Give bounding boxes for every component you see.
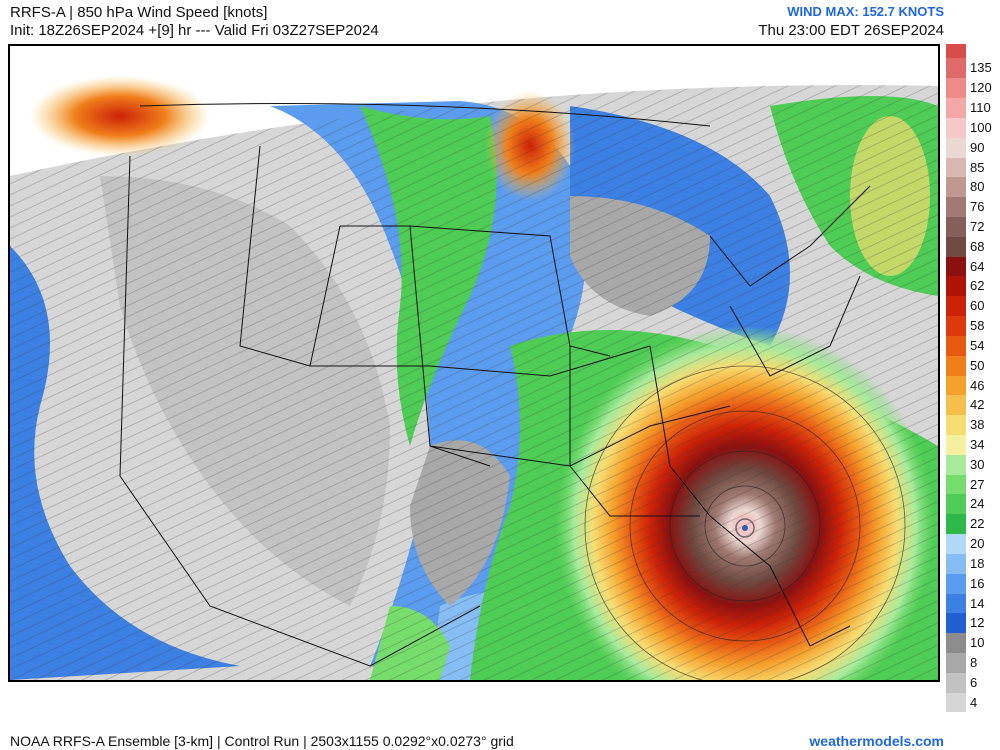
map-title: RRFS-A | 850 hPa Wind Speed [knots]: [10, 4, 268, 21]
jet-max-pacific-northwest: [30, 76, 210, 156]
colorbar-swatch: [946, 295, 966, 317]
colorbar-label: 64: [970, 258, 985, 274]
colorbar-swatch: [946, 494, 966, 515]
colorbar-swatch: [946, 216, 966, 237]
colorbar-top-cap: [946, 44, 966, 58]
colorbar-swatch: [946, 513, 966, 535]
colorbar-swatch: [946, 236, 966, 257]
colorbar-swatch: [946, 474, 966, 495]
colorbar-label: 110: [970, 100, 991, 116]
colorbar-swatch: [946, 454, 966, 475]
colorbar-swatch: [946, 533, 966, 554]
colorbar-swatch: [946, 355, 966, 376]
wind-map-graphic: [10, 76, 938, 680]
colorbar-label: 30: [970, 456, 985, 472]
colorbar-label: 72: [970, 218, 985, 234]
colorbar-label: 8: [970, 654, 978, 670]
colorbar-swatch: [946, 137, 966, 158]
colorbar-swatch: [946, 58, 966, 79]
colorbar-label: 12: [970, 615, 985, 631]
colorbar-swatch: [946, 117, 966, 138]
colorbar-label: 14: [970, 595, 985, 611]
colorbar-label: 100: [970, 119, 992, 135]
colorbar-label: 34: [970, 436, 985, 452]
site-credit: weathermodels.com: [809, 733, 944, 749]
colorbar-swatch: [946, 335, 966, 356]
model-info-footer: NOAA RRFS-A Ensemble [3-km] | Control Ru…: [10, 733, 514, 749]
colorbar-label: 38: [970, 417, 985, 433]
colorbar-swatch: [946, 176, 966, 198]
colorbar-label: 4: [970, 694, 978, 710]
colorbar-label: 120: [970, 80, 992, 96]
colorbar-label: 68: [970, 238, 985, 254]
colorbar-swatch: [946, 97, 966, 118]
colorbar-label: 18: [970, 555, 985, 571]
colorbar-label: 90: [970, 139, 985, 155]
colorbar-label: 135: [970, 60, 992, 76]
streamline-overlay: [10, 85, 938, 680]
colorbar-swatch: [946, 256, 966, 277]
colorbar-label: 16: [970, 575, 985, 591]
colorbar-label: 50: [970, 357, 985, 373]
wind-max-label: WIND MAX: 152.7 KNOTS: [787, 4, 944, 19]
colorbar-label: 20: [970, 536, 985, 552]
colorbar-label: 42: [970, 397, 985, 413]
political-boundaries: [119, 103, 871, 667]
colorbar-swatch: [946, 315, 966, 336]
colorbar-swatch: [946, 553, 966, 574]
colorbar-swatch: [946, 375, 966, 396]
colorbar-label: 6: [970, 674, 978, 690]
init-valid-time: Init: 18Z26SEP2024 +[9] hr --- Valid Fri…: [10, 22, 379, 39]
colorbar-label: 85: [970, 159, 985, 175]
colorbar-label: 24: [970, 496, 985, 512]
colorbar-label: 58: [970, 318, 985, 334]
colorbar-swatch: [946, 414, 966, 436]
colorbar-label: 10: [970, 635, 985, 651]
colorbar-swatch: [946, 692, 966, 713]
colorbar-label: 60: [970, 298, 985, 314]
colorbar-swatch: [946, 672, 966, 693]
colorbar-label: 62: [970, 278, 985, 294]
wind-speed-colorbar: 4 6 8 10 12 14 16 18 20 22 24 27 30 34 38 42 46 50 54 58 60 6…: [946, 44, 1000, 713]
colorbar-swatch: [946, 157, 966, 178]
local-valid-time: Thu 23:00 EDT 26SEP2024: [758, 22, 944, 39]
hurricane-streamlines: [584, 365, 906, 680]
colorbar-label: 80: [970, 179, 985, 195]
colorbar-swatch: [946, 573, 966, 594]
colorbar-swatch: [946, 434, 966, 455]
colorbar-swatch: [946, 632, 966, 654]
colorbar-label: 54: [970, 337, 985, 353]
colorbar-swatch: [946, 652, 966, 673]
colorbar-swatch: [946, 196, 966, 218]
colorbar-label: 22: [970, 516, 985, 532]
colorbar-swatch: [946, 394, 966, 416]
colorbar-label: 27: [970, 476, 985, 492]
colorbar-label: 46: [970, 377, 985, 393]
colorbar-swatch: [946, 612, 966, 634]
colorbar-swatch: [946, 276, 966, 297]
colorbar-label: 76: [970, 199, 985, 215]
colorbar-swatch: [946, 77, 966, 99]
colorbar-swatch: [946, 593, 966, 614]
wind-speed-map: [8, 44, 940, 682]
